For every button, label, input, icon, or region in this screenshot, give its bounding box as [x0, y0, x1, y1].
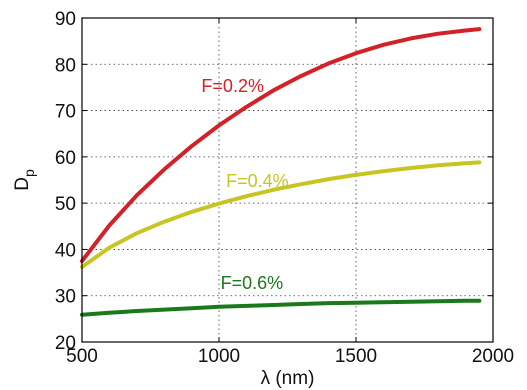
x-tick-label: 500 [66, 346, 98, 367]
x-axis-label: λ (nm) [261, 368, 315, 389]
y-tick-label: 70 [55, 102, 76, 123]
x-tick-label: 1000 [198, 346, 240, 367]
series-line-3 [80, 298, 482, 317]
series-labels: F=0.2% F=0.4% F=0.6% [201, 76, 288, 293]
axis-ticks: 500 1000 1500 2000 20 30 40 50 60 70 80 90 [55, 9, 514, 367]
y-tick-label: 90 [55, 9, 76, 30]
series-lines [80, 27, 482, 317]
series-label-3: F=0.6% [221, 273, 284, 293]
y-tick-label: 60 [55, 148, 76, 169]
y-axis-label-main: D [12, 177, 33, 191]
series-line-2 [80, 160, 482, 269]
plot-frame [81, 17, 494, 343]
y-axis-label: Dp [12, 169, 37, 191]
y-axis-label-subscript: p [21, 169, 37, 177]
y-tick-label: 80 [55, 55, 76, 76]
grid-lines [82, 18, 493, 342]
y-tick-label: 20 [55, 333, 76, 354]
series-label-2: F=0.4% [226, 171, 289, 191]
x-tick-label: 2000 [472, 346, 514, 367]
y-tick-label: 40 [55, 240, 76, 261]
x-tick-label: 1500 [335, 346, 377, 367]
series-label-1: F=0.2% [201, 76, 264, 96]
y-tick-label: 30 [55, 287, 76, 308]
series-line-1 [80, 27, 482, 263]
y-tick-label: 50 [55, 194, 76, 215]
